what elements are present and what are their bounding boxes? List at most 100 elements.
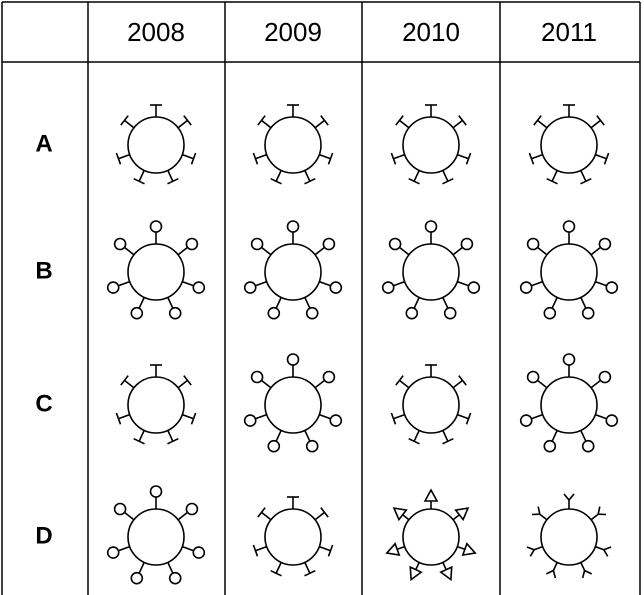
icon-part <box>261 379 272 389</box>
icon-part <box>314 119 325 129</box>
column-header: 2010 <box>402 17 460 47</box>
icon-part <box>454 507 470 522</box>
virus-icon <box>519 353 619 453</box>
icon-part <box>568 493 575 501</box>
icon-part <box>581 570 586 579</box>
icon-part <box>138 562 145 574</box>
icon-part <box>415 562 420 570</box>
icon-part <box>598 370 612 384</box>
icon-part <box>257 507 266 518</box>
icon-part <box>314 511 325 521</box>
icon-part <box>529 549 535 557</box>
icon-part <box>133 437 145 445</box>
icon-part <box>396 545 405 551</box>
icon-part <box>603 152 610 165</box>
icon-part <box>252 544 259 557</box>
icon-part <box>304 562 311 574</box>
icon-part <box>540 376 598 434</box>
icon-part <box>465 152 472 165</box>
icon-part <box>562 220 576 233</box>
icon-part <box>177 246 188 256</box>
icon-part <box>275 170 282 182</box>
icon-part <box>124 511 135 521</box>
virus-icon <box>385 488 477 582</box>
icon-part <box>402 243 460 301</box>
icon-part <box>168 306 182 320</box>
icon-part <box>182 413 194 420</box>
icon-part <box>264 116 322 174</box>
row-label: A <box>35 130 52 157</box>
icon-part <box>177 511 188 521</box>
icon-part <box>124 119 135 129</box>
icon-part <box>545 569 554 575</box>
icon-part <box>605 414 619 427</box>
column-header: 2008 <box>127 17 185 47</box>
icon-part <box>409 565 423 582</box>
icon-part <box>413 430 420 442</box>
virus-icon <box>106 220 206 320</box>
icon-part <box>551 430 558 442</box>
icon-part <box>250 370 264 384</box>
column-header: 2011 <box>541 17 597 47</box>
icon-part <box>314 379 325 389</box>
icon-part <box>138 297 145 309</box>
icon-part <box>393 280 405 287</box>
icon-part <box>286 220 300 233</box>
icon-part <box>393 153 405 160</box>
icon-part <box>305 439 319 453</box>
icon-part <box>113 237 127 251</box>
icon-part <box>595 153 607 160</box>
icon-part <box>533 115 542 126</box>
icon-part <box>120 375 129 386</box>
icon-part <box>182 153 194 160</box>
icon-part <box>423 488 439 502</box>
icon-part <box>457 153 469 160</box>
icon-part <box>465 412 472 425</box>
icon-part <box>252 152 259 165</box>
icon-part <box>402 514 410 521</box>
icon-part <box>124 379 135 389</box>
icon-part <box>118 413 130 420</box>
icon-part <box>562 353 576 366</box>
icon-part <box>127 116 185 174</box>
icon-part <box>531 280 543 287</box>
icon-part <box>390 412 397 425</box>
icon-part <box>267 306 281 320</box>
icon-part <box>395 375 404 386</box>
icon-part <box>113 502 127 516</box>
icon-part <box>540 243 598 301</box>
icon-part <box>408 437 420 445</box>
icon-part <box>392 507 408 522</box>
icon-part <box>442 177 454 185</box>
icon-part <box>390 152 397 165</box>
icon-part <box>261 511 272 521</box>
icon-part <box>439 565 453 582</box>
icon-part <box>322 237 336 251</box>
icon-part <box>183 375 192 386</box>
icon-part <box>177 379 188 389</box>
icon-part <box>543 306 557 320</box>
icon-part <box>177 119 188 129</box>
virus-icon <box>390 364 472 445</box>
row-label: C <box>35 390 52 417</box>
icon-part <box>257 115 266 126</box>
icon-part <box>537 379 548 389</box>
icon-part <box>603 549 609 557</box>
icon-part <box>597 506 601 515</box>
icon-part <box>551 297 558 309</box>
virus-icon <box>243 220 343 320</box>
icon-part <box>319 413 331 420</box>
icon-part <box>590 246 601 256</box>
icon-part <box>584 569 593 575</box>
icon-part <box>192 281 206 294</box>
icon-part <box>250 237 264 251</box>
icon-part <box>552 562 558 571</box>
icon-part <box>261 246 272 256</box>
virus-icon <box>115 364 197 445</box>
icon-part <box>190 152 197 165</box>
icon-part <box>267 439 281 453</box>
icon-part <box>399 246 410 256</box>
icon-part <box>413 297 420 309</box>
